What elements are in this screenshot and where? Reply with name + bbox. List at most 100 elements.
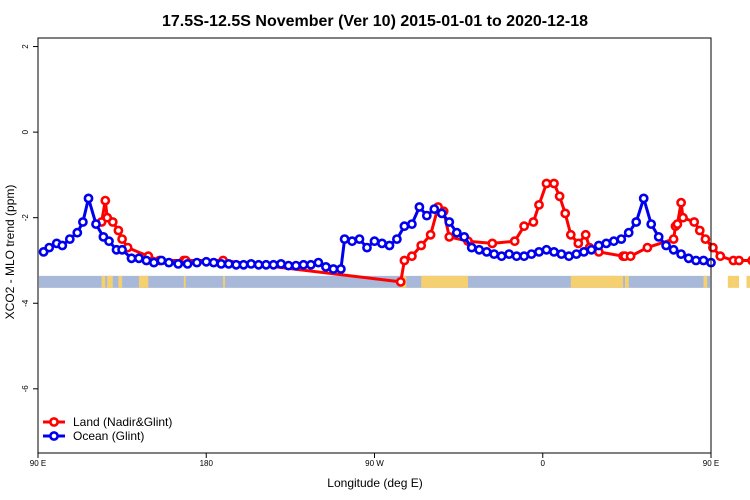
data-point	[534, 246, 544, 257]
data-point	[487, 238, 498, 249]
data-point	[734, 255, 744, 266]
data-point	[668, 244, 679, 255]
data-point	[541, 178, 552, 189]
data-point	[691, 255, 701, 266]
data-point	[573, 238, 584, 249]
data-point	[216, 258, 227, 269]
data-point	[57, 240, 68, 251]
x-tick-label: 90 E	[703, 459, 719, 468]
data-point	[676, 197, 686, 208]
data-point	[72, 227, 83, 238]
data-point	[107, 217, 118, 227]
data-point	[715, 251, 726, 262]
data-point	[406, 219, 417, 229]
data-point	[395, 276, 406, 287]
data-point	[534, 199, 544, 210]
data-point	[466, 242, 477, 253]
x-tick-label: 90 W	[365, 459, 384, 468]
data-point	[608, 236, 619, 247]
data-point	[459, 231, 470, 242]
data-point	[496, 251, 507, 262]
data-point	[668, 234, 679, 244]
x-tick-label: 90 E	[30, 459, 46, 468]
data-point	[601, 238, 612, 249]
data-point	[519, 221, 529, 232]
legend: Land (Nadir&Glint)Ocean (Glint)	[43, 415, 172, 443]
data-point	[83, 193, 94, 204]
data-point	[694, 225, 705, 236]
land-mask-segment	[625, 275, 629, 288]
data-point	[429, 204, 440, 214]
legend-swatch-marker	[49, 431, 59, 441]
land-mask-segment	[421, 275, 468, 288]
data-point	[541, 244, 552, 255]
x-tick-label: 180	[200, 459, 214, 468]
land-mask-segment	[223, 275, 225, 288]
land-mask-segment	[727, 275, 734, 288]
series-ocean	[38, 193, 716, 274]
data-point	[313, 257, 324, 268]
y-axis: 2 0 -2 -4 -6	[21, 44, 38, 392]
data-point	[672, 219, 683, 229]
x-axis-label: Longitude (deg E)	[327, 476, 422, 490]
data-point	[642, 242, 653, 253]
y-tick-label: -2	[21, 214, 30, 222]
data-point	[579, 246, 589, 257]
data-point	[526, 249, 537, 259]
legend-label: Ocean (Glint)	[73, 429, 144, 443]
data-point	[593, 240, 604, 251]
data-point	[421, 210, 432, 221]
data-point	[504, 249, 514, 259]
data-point	[91, 219, 101, 229]
data-point	[173, 258, 184, 269]
data-point	[425, 229, 436, 240]
data-point	[117, 244, 127, 255]
data-point	[560, 208, 571, 219]
data-point	[335, 264, 346, 274]
data-point	[564, 251, 574, 262]
data-point	[414, 202, 425, 212]
data-point	[625, 251, 636, 262]
data-point	[708, 242, 718, 253]
data-point	[163, 257, 174, 268]
data-point	[268, 259, 279, 270]
data-point	[661, 240, 671, 251]
data-point	[678, 212, 688, 223]
data-point	[444, 217, 455, 227]
legend-item: Ocean (Glint)	[43, 429, 144, 443]
land-mask-segment	[107, 275, 113, 288]
data-point	[223, 258, 234, 269]
data-point	[246, 258, 256, 269]
data-point	[623, 227, 634, 238]
data-point	[253, 259, 264, 270]
data-point	[44, 242, 55, 253]
data-point	[104, 236, 114, 247]
data-point	[339, 234, 350, 244]
land-mask-segment	[138, 275, 149, 288]
data-point	[320, 261, 331, 272]
data-point	[391, 234, 402, 244]
data-point	[416, 240, 427, 251]
data-point	[64, 234, 75, 244]
data-point	[117, 234, 127, 244]
data-point	[100, 195, 111, 206]
data-point	[646, 219, 657, 229]
data-point	[305, 259, 316, 270]
data-point	[362, 242, 372, 253]
data-point	[399, 221, 410, 232]
data-point	[399, 255, 410, 266]
data-point	[571, 249, 582, 259]
land-mask-segment	[570, 275, 624, 288]
series-land	[96, 178, 750, 287]
data-point	[182, 258, 193, 269]
data-point	[377, 238, 387, 249]
data-point	[201, 256, 212, 267]
data-point	[565, 229, 576, 240]
data-point	[528, 217, 539, 227]
data-point	[616, 234, 627, 244]
land-mask-segment	[101, 275, 106, 288]
data-point	[406, 251, 417, 262]
data-point	[436, 208, 447, 219]
data-point	[511, 251, 522, 262]
